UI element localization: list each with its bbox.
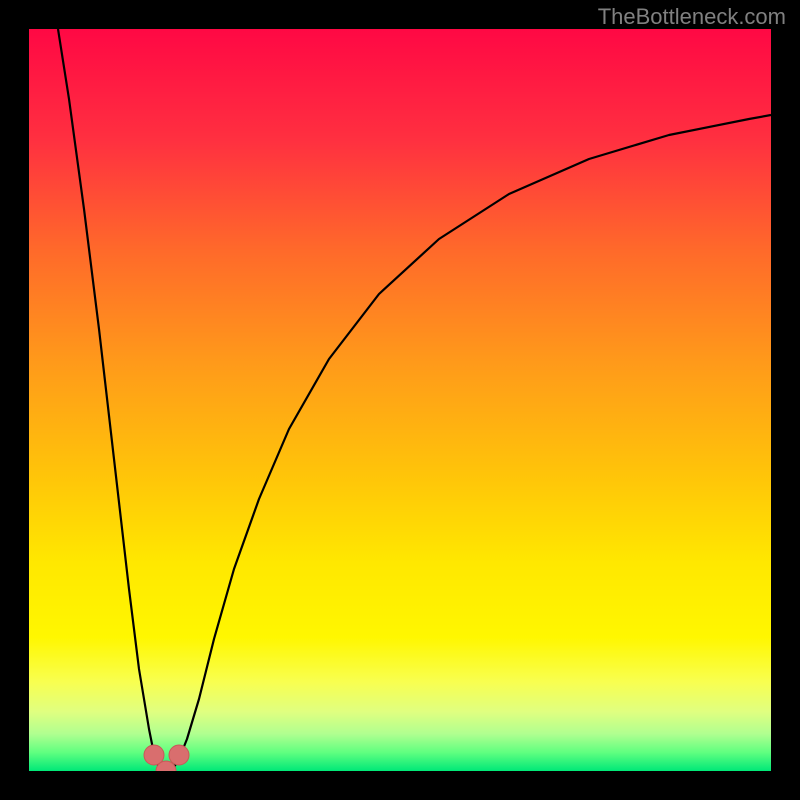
valley-marker — [169, 745, 189, 765]
curve-layer — [29, 29, 771, 771]
plot-area — [29, 29, 771, 771]
watermark: TheBottleneck.com — [598, 4, 786, 30]
chart-container: TheBottleneck.com — [0, 0, 800, 800]
valley-markers — [144, 745, 189, 771]
bottleneck-curve — [58, 29, 771, 771]
